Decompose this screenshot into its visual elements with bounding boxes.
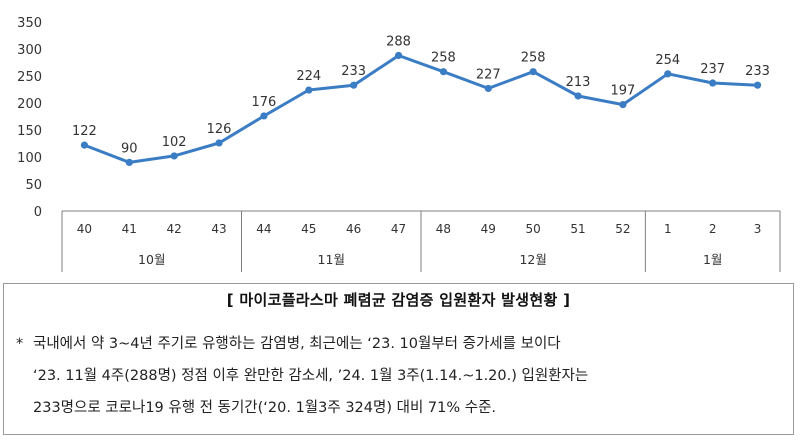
x-tick-label: 2 <box>709 222 717 236</box>
data-label: 213 <box>566 75 591 90</box>
y-tick-label: 350 <box>17 16 42 31</box>
x-tick-label: 43 <box>211 222 226 236</box>
data-point <box>170 152 178 160</box>
x-group-label: 1월 <box>703 252 722 267</box>
series-line <box>82 54 760 164</box>
y-axis: 0 50 100 150 200 250 300 350 <box>17 16 42 220</box>
x-tick-label: 45 <box>301 222 316 236</box>
data-point <box>709 79 717 87</box>
data-label: 258 <box>431 51 456 66</box>
series-layer: 122 90 102 126 176 224 233 288 258 227 258 213 197 25… <box>72 34 770 166</box>
x-tick-label: 48 <box>436 222 451 236</box>
data-label: 237 <box>700 62 725 77</box>
data-label: 90 <box>121 141 138 156</box>
data-label: 224 <box>296 69 321 84</box>
note-line-1: 국내에서 약 3~4년 주기로 유행하는 감염병, 최근에는 ‘23. 10월부… <box>33 336 561 352</box>
data-label: 126 <box>207 122 232 137</box>
data-label: 288 <box>386 34 411 49</box>
y-tick-label: 100 <box>17 151 42 166</box>
y-tick-label: 300 <box>17 43 42 58</box>
x-tick-label: 49 <box>481 222 496 236</box>
caption-title: [ 마이코플라스마 폐렴균 감염증 입원환자 발생현황 ] <box>226 291 571 309</box>
data-label: 254 <box>655 53 680 68</box>
x-tick-label: 1 <box>664 222 672 236</box>
data-point <box>439 68 448 76</box>
y-tick-label: 50 <box>25 178 42 193</box>
data-point <box>574 92 582 100</box>
x-axis: 40 41 42 43 44 45 46 47 48 49 50 51 52 1 2 3 10월 11월 12월 1월 <box>61 210 781 272</box>
data-point <box>215 139 223 147</box>
y-tick-label: 200 <box>17 97 42 112</box>
data-point <box>350 81 358 89</box>
data-label: 227 <box>476 67 501 82</box>
caption-box: [ 마이코플라스마 폐렴균 감염증 입원환자 발생현황 ] * 국내에서 약 3… <box>3 283 794 435</box>
x-tick-label: 47 <box>391 222 406 236</box>
data-label: 233 <box>341 64 366 79</box>
note-line-3: 233명으로 코로나19 유행 전 동기간(‘20. 1월3주 324명) 대비… <box>33 400 497 416</box>
x-tick-label: 42 <box>167 222 182 236</box>
data-label: 233 <box>745 64 770 79</box>
x-tick-label: 41 <box>122 222 137 236</box>
x-group-label: 11월 <box>318 252 345 267</box>
x-tick-label: 40 <box>77 222 92 236</box>
y-tick-label: 0 <box>34 205 42 220</box>
data-point <box>260 112 268 120</box>
x-group-label: 10월 <box>138 252 165 267</box>
x-tick-label: 46 <box>346 222 361 236</box>
y-tick-label: 250 <box>17 70 42 85</box>
data-point <box>664 70 672 78</box>
data-point <box>484 84 492 93</box>
data-label: 197 <box>611 84 636 99</box>
x-tick-label: 52 <box>615 222 630 236</box>
note-asterisk: * <box>16 336 24 352</box>
x-tick-label: 44 <box>256 222 271 236</box>
data-point <box>619 101 627 109</box>
data-label: 102 <box>162 135 187 150</box>
x-group-label: 12월 <box>519 252 546 267</box>
note-line-2: ‘23. 11월 4주(288명) 정점 이후 완만한 감소세, ’24. 1월… <box>33 368 589 384</box>
caption-note: * 국내에서 약 3~4년 주기로 유행하는 감염병, 최근에는 ‘23. 10… <box>16 328 786 424</box>
data-label: 258 <box>521 51 546 66</box>
data-label: 176 <box>252 95 277 110</box>
x-tick-label: 3 <box>754 222 762 236</box>
data-point <box>305 86 313 94</box>
data-label: 122 <box>72 124 97 139</box>
x-tick-label: 51 <box>570 222 585 236</box>
x-tick-label: 50 <box>526 222 541 236</box>
y-tick-label: 150 <box>17 124 42 139</box>
data-point <box>80 141 89 149</box>
data-point <box>125 158 133 166</box>
data-point <box>529 68 537 76</box>
data-point <box>753 81 762 89</box>
data-point <box>394 51 403 60</box>
